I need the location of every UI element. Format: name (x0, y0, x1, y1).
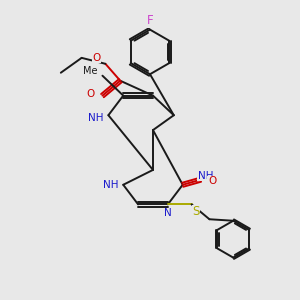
Text: O: O (87, 89, 95, 99)
Text: Me: Me (83, 66, 98, 76)
Text: F: F (147, 14, 153, 27)
Text: O: O (208, 176, 216, 186)
Text: O: O (93, 53, 101, 63)
Text: N: N (164, 208, 172, 218)
Text: NH: NH (88, 113, 104, 123)
Text: S: S (192, 205, 200, 218)
Text: NH: NH (103, 180, 119, 190)
Text: NH: NH (198, 171, 213, 181)
